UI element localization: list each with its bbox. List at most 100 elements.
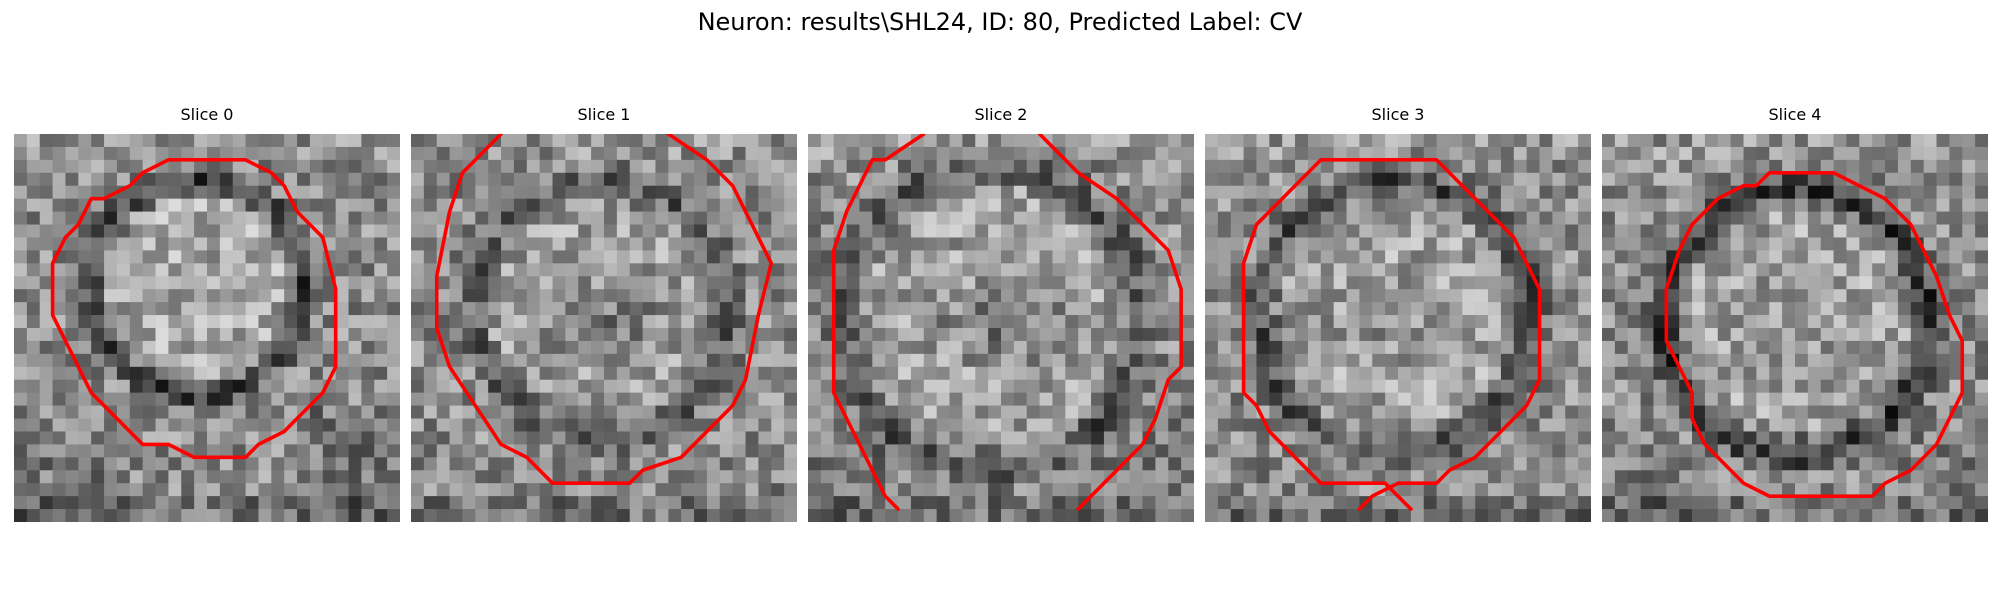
contour-path [50,158,338,460]
pixel-cell [449,483,463,497]
pixel-cell [808,172,822,186]
pixel-cell [52,379,66,393]
pixel-cell [501,457,515,471]
pixel-cell [1091,237,1105,251]
pixel-cell [1155,444,1169,458]
pixel-cell [14,159,28,174]
pixel-cell [1243,470,1257,484]
pixel-cell [1743,172,1757,186]
pixel-cell [1398,483,1412,497]
pixel-cell [771,159,785,174]
pixel-cell [1155,483,1169,497]
pixel-cell [758,392,772,406]
pixel-cell [14,457,28,471]
pixel-cell [1155,211,1169,225]
pixel-cell [1795,483,1809,497]
pixel-cell [719,159,733,174]
pixel-cell [104,340,118,355]
pixel-cell [335,315,349,329]
pixel-cell [361,211,375,225]
pixel-cell [348,224,362,238]
pixel-cell [142,379,156,393]
pixel-cell [91,470,105,484]
pixel-cell [1168,224,1182,238]
pixel-cell [1807,379,1821,393]
pixel-cell [1578,457,1591,471]
pixel-cell [1910,418,1924,432]
pixel-cell [387,379,400,393]
pixel-cell [513,224,528,238]
pixel-cell [1769,263,1783,277]
pixel-cell [155,418,169,432]
pixel-cell [219,302,233,316]
pixel-cell [387,172,400,186]
pixel-cell [975,431,989,445]
pixel-cell [1039,470,1053,484]
pixel-cell [1679,185,1693,199]
pixel-cell [1372,146,1386,161]
pixel-cell [1666,509,1680,522]
pixel-cell [1243,509,1257,522]
pixel-cell [1039,185,1053,199]
pixel-cell [1846,470,1860,484]
pixel-cell [411,444,425,458]
pixel-cell [348,263,362,277]
pixel-cell [1091,418,1105,432]
pixel-cell [1640,405,1654,419]
pixel-cell [1730,315,1744,329]
pixel-cell [1653,328,1667,342]
pixel-cell [245,302,259,316]
pixel-cell [155,366,169,380]
pixel-cell [1872,211,1886,225]
pixel-cell [1217,483,1231,497]
pixel-cell [462,185,476,199]
pixel-cell [65,418,79,432]
pixel-cell [1833,198,1847,212]
pixel-cell [1897,250,1912,264]
pixel-cell [155,134,169,148]
pixel-cell [1602,250,1616,264]
pixel-cell [1243,289,1257,303]
pixel-cell [1704,431,1719,445]
pixel-cell [475,185,489,199]
pixel-cell [1488,315,1502,329]
pixel-cell [1539,146,1553,161]
pixel-cell [1782,250,1796,264]
pixel-cell [488,509,502,522]
pixel-cell [1717,302,1731,316]
pixel-cell [501,146,515,161]
pixel-cell [706,353,721,368]
pixel-cell [104,366,118,380]
pixel-cell [808,198,822,212]
pixel-cell [348,328,362,342]
pixel-cell [1769,198,1783,212]
pixel-cell [1679,276,1693,290]
pixel-cell [1423,379,1437,393]
pixel-cell [1962,405,1976,419]
pixel-cell [910,302,925,316]
pixel-cell [1962,366,1976,380]
pixel-cell [1602,198,1616,212]
pixel-cell [758,185,772,199]
pixel-cell [1078,366,1092,380]
pixel-cell [655,340,669,355]
pixel-cell [1269,172,1283,186]
pixel-cell [129,263,143,277]
pixel-cell [1065,289,1079,303]
pixel-cell [1091,379,1105,393]
pixel-cell [168,366,182,380]
pixel-cell [322,159,336,174]
pixel-cell [745,392,759,406]
pixel-cell [694,263,708,277]
pixel-cell [1807,509,1821,522]
pixel-cell [949,340,963,355]
pixel-cell [1923,392,1937,406]
pixel-cell [411,211,425,225]
pixel-cell [104,134,118,148]
pixel-cell [1730,431,1744,445]
pixel-cell [65,302,79,316]
pixel-cell [1181,418,1194,432]
pixel-cell [1078,198,1092,212]
pixel-cell [181,418,195,432]
pixel-cell [604,405,618,419]
